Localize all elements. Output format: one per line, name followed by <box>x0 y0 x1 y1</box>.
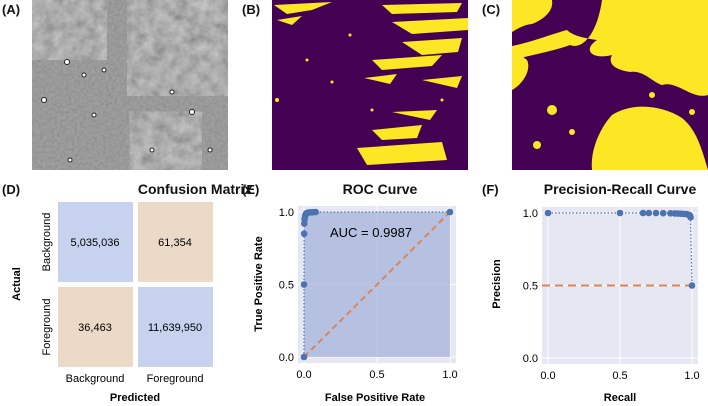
cm-ylabel: Actual <box>11 267 23 301</box>
roc-point-13 <box>446 208 454 216</box>
roc-xtick-0: 0.0 <box>296 369 311 381</box>
roc-ytick-0: 0.0 <box>279 352 294 364</box>
cm-xtick-foreground: Foreground <box>147 373 204 385</box>
roc-xtick-2: 1.0 <box>442 369 457 381</box>
pr-xtick-0: 0.0 <box>540 370 555 382</box>
cm-value-bg-fg: 61,354 <box>158 237 192 249</box>
cm-ytick-foreground: Foreground <box>41 299 53 356</box>
pr-point-5 <box>659 209 667 217</box>
pr-title: Precision-Recall Curve <box>543 181 697 197</box>
panel-label-f: (F) <box>482 182 499 197</box>
pr-point-3 <box>645 209 653 217</box>
microscopy-image <box>32 0 228 170</box>
roc-point-1 <box>300 281 308 288</box>
roc-diagonal-line <box>303 211 451 358</box>
panel-label-b: (B) <box>242 2 261 17</box>
pr-point-1 <box>616 209 624 217</box>
cm-ytick-background: Background <box>41 213 53 272</box>
roc-ylabel: True Positive Rate <box>253 236 265 331</box>
cm-cell-fg-fg <box>138 287 213 367</box>
roc-ytick-2: 1.0 <box>279 207 294 219</box>
panel-label-e: (E) <box>242 182 260 197</box>
roc-point-12 <box>312 208 319 216</box>
ground-truth-mask-image <box>512 0 708 170</box>
panel-label-d: (D) <box>2 182 21 197</box>
pr-point-2 <box>639 209 647 217</box>
roc-point-2 <box>300 230 308 238</box>
pr-ytick-0: 0.0 <box>523 353 538 365</box>
cm-value-fg-fg: 11,639,950 <box>148 322 202 334</box>
roc-title: ROC Curve <box>342 181 418 197</box>
cm-cell-bg-fg <box>138 202 213 282</box>
pr-xtick-1: 0.5 <box>612 370 627 382</box>
roc-auc-annotation: AUC = 0.9987 <box>330 225 412 240</box>
pr-ytick-1: 0.5 <box>523 281 538 293</box>
roc-ytick-1: 0.5 <box>279 280 294 292</box>
pr-xlabel: Recall <box>604 392 636 404</box>
pr-ylabel: Precision <box>491 259 503 309</box>
cm-cell-fg-bg <box>58 287 133 367</box>
pr-point-0 <box>544 209 552 217</box>
cm-xlabel: Predicted <box>110 392 160 404</box>
pr-ytick-2: 1.0 <box>523 208 538 220</box>
pr-point-15 <box>688 282 696 289</box>
cm-xtick-background: Background <box>66 373 125 385</box>
pr-point-14 <box>687 214 694 221</box>
pr-point-4 <box>652 209 660 217</box>
confusion-matrix-title: Confusion Matrix <box>137 181 253 197</box>
panel-label-c: (C) <box>482 2 501 17</box>
roc-point-0 <box>300 353 308 361</box>
panel-label-a: (A) <box>2 2 21 17</box>
predicted-mask-image <box>272 0 468 170</box>
pr-xtick-2: 1.0 <box>684 370 699 382</box>
cm-value-bg-bg: 5,035,036 <box>71 237 120 249</box>
roc-xlabel: False Positive Rate <box>325 392 425 404</box>
roc-xtick-1: 0.5 <box>369 369 384 381</box>
cm-value-fg-bg: 36,463 <box>78 322 112 334</box>
cm-cell-bg-bg <box>58 202 133 282</box>
